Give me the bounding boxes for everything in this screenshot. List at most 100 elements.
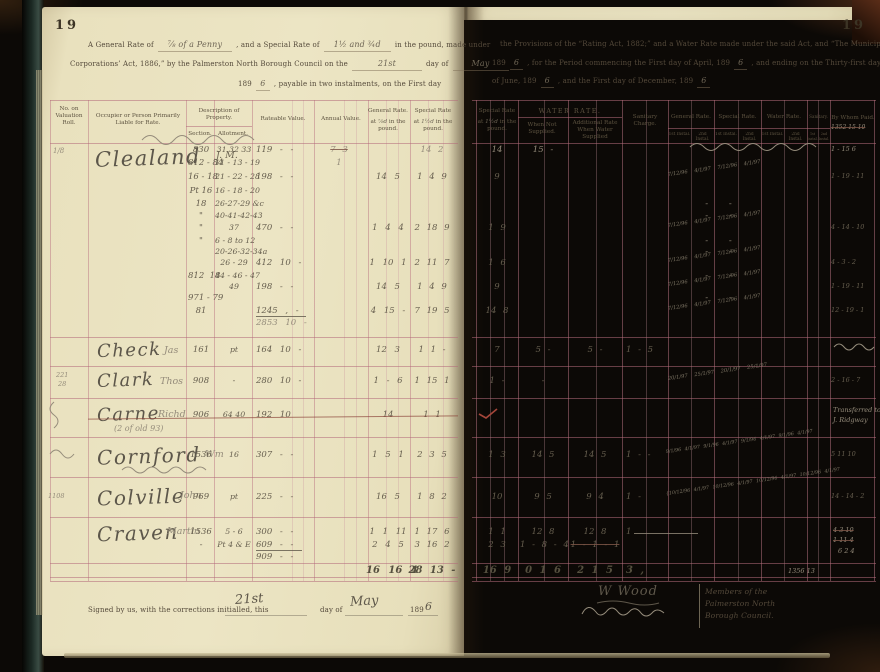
cell-water-not-supplied: 9 5 — [534, 492, 552, 502]
cell-allotment: 26-27-29 &c — [215, 199, 264, 208]
members-text: Palmerston North — [705, 599, 776, 608]
members-text: Borough Council. — [705, 611, 774, 620]
cell-rateable-value: 1245 , - — [256, 306, 299, 316]
ledger-row: 81 1245 , - 4 15 - 7 19 5 14 8 7/12/96 4… — [0, 293, 880, 319]
cell-general-rate: 14 — [366, 410, 410, 420]
handwritten-rate-value: 1½d — [485, 119, 498, 125]
rule-line — [50, 100, 51, 581]
pencil-scrawl — [121, 466, 207, 474]
cell-special-rate-d: 1 1 — [488, 527, 506, 537]
cell-allotment: 26 - 29 — [220, 258, 248, 267]
col-water-rate-instal: Water Rate. — [766, 114, 802, 120]
rule-line — [691, 100, 692, 581]
rule-line — [50, 100, 458, 101]
cell-section: " — [199, 211, 203, 221]
col-2nd-instal: 2nd Instal. — [788, 132, 803, 142]
rule-line — [518, 100, 519, 581]
cell-water-additional: 1 - 1 - 1 — [570, 540, 620, 550]
rule-line — [472, 143, 876, 144]
ledger-row: 49 198 - - 14 5 1 4 9 9 7/12/96 4/1/97 7… — [0, 269, 880, 295]
margin-pencil-note: 1108 — [48, 492, 65, 500]
cell-water-additional: 12 8 — [583, 527, 607, 537]
cell-special-rate-d: 2 3 — [488, 540, 506, 550]
col-water-not-supplied: When Not Supplied. — [527, 122, 557, 135]
printed-text: A General Rate of — [88, 41, 154, 49]
cell-by-whom-paid: 1 - 15 6 — [831, 145, 856, 153]
totals-row: 16 16 4 28 13 - 16 9 0 1 6 2 1 5 3 , — [0, 565, 880, 578]
header-left-line1: A General Rate of ⅞ of a Penny, and a Spe… — [88, 40, 490, 52]
blank-underline — [408, 615, 438, 616]
ledger-row: 812 - 84 11 - 13 - 19 1 — [0, 158, 880, 171]
handwritten-special-rate: 1½ and ¾d — [323, 40, 391, 52]
cell-by-whom-paid: 4 - 14 - 10 — [831, 223, 865, 231]
handwritten-year: 6 — [509, 58, 524, 70]
pencil-note: 1356 13 — [788, 567, 815, 575]
rule-line — [668, 100, 669, 581]
cell-allotment: Pt 4 & E — [217, 540, 251, 549]
printed-text: at — [477, 119, 484, 125]
cell-section: 969 — [192, 492, 210, 502]
rule-line — [472, 563, 876, 564]
handwritten-general-rate: ⅞ of a Penny — [157, 40, 233, 52]
cell-special-rate-d: 14 8 — [485, 306, 509, 316]
cell-allotment: - — [232, 376, 236, 385]
handwritten-year: 6 — [425, 600, 432, 613]
page-stack-edge — [36, 70, 43, 615]
attestation-text: day of — [320, 606, 343, 614]
printed-text: , payable in two instalments, on the Fir… — [273, 80, 442, 88]
ledger-row: 161 pt 164 10 - 12 3 1 1 - 7 5 - 5 - 1 -… — [0, 345, 880, 358]
cell-rateable-value: 412 10 - — [256, 258, 302, 268]
margin-pencil-note: 1/8 — [53, 147, 65, 155]
rule-line — [518, 117, 622, 118]
header-left-line2: Corporations’ Act, 1886,” by the Palmers… — [70, 59, 513, 71]
cell-special-rate: 14 2 — [420, 145, 444, 155]
pencil-dash-line — [634, 533, 698, 534]
printed-text: Corporations’ Act, 1886,” by the Palmers… — [70, 60, 348, 68]
cell-allotment: 16 — [229, 450, 239, 459]
rule-line — [50, 581, 458, 582]
blank-underline — [345, 615, 403, 616]
rule-line — [50, 437, 458, 438]
cell-special-rate: 3 16 2 — [414, 540, 450, 550]
rule-line — [186, 126, 252, 127]
rule-line — [50, 337, 458, 338]
cell-special-rate-d: 9 — [494, 172, 500, 182]
cell-allotment: 11 - 13 - 19 — [215, 158, 260, 167]
rule-line — [472, 581, 876, 582]
pencil-note: (2 of old 93) — [114, 424, 164, 433]
rule-line — [314, 100, 315, 581]
rule-line — [214, 100, 215, 581]
cell-section: " — [199, 223, 203, 233]
margin-pencil-note: 221 — [56, 371, 69, 379]
rule-line — [50, 366, 458, 367]
cell-allotment: pt — [229, 492, 239, 501]
handwritten-month: May — [349, 593, 379, 610]
cell-by-whom-paid: 14 - 14 - 2 — [831, 492, 865, 500]
rule-line — [784, 100, 785, 581]
cell-allotment: 5 - 6 — [225, 527, 243, 536]
cell-ditto-marks: - - — [705, 293, 741, 303]
pencil-note: 1352 15 10 — [831, 124, 866, 131]
rule-line — [830, 100, 831, 581]
attestation-text: 189 — [410, 606, 424, 614]
col-water-additional: Additional Rate When Water Supplied — [572, 120, 618, 140]
cell-special-rate: 1 1 - — [418, 345, 446, 355]
cell-water-not-supplied: 12 8 — [531, 527, 555, 537]
printed-text: in the pound. — [378, 119, 406, 132]
printed-text: in the pound, made under — [394, 41, 491, 49]
rule-line — [668, 128, 830, 129]
total-water-additional: 2 1 5 — [577, 565, 613, 576]
cell-general-rate: 16 5 — [376, 492, 400, 502]
cell-rateable-value: 164 10 - — [256, 345, 302, 355]
printed-text: of June, 189 — [492, 77, 537, 85]
cell-by-whom-paid: 12 - 19 - 1 — [831, 306, 865, 314]
cell-section: 16 - 18 — [188, 172, 218, 182]
cell-section: 812 18 — [188, 271, 221, 281]
cell-special-rate-d: 10 — [491, 492, 503, 502]
rule-line — [807, 100, 808, 581]
cell-general-rate: 1 4 4 — [372, 223, 404, 233]
ledger-row: 908 - 280 10 - 1 - 6 1 15 1 1 - - 20/1/9… — [0, 362, 880, 389]
cell-ditto-marks: - - — [705, 271, 741, 281]
col-1st-instal: 1st Instal. — [761, 132, 784, 137]
